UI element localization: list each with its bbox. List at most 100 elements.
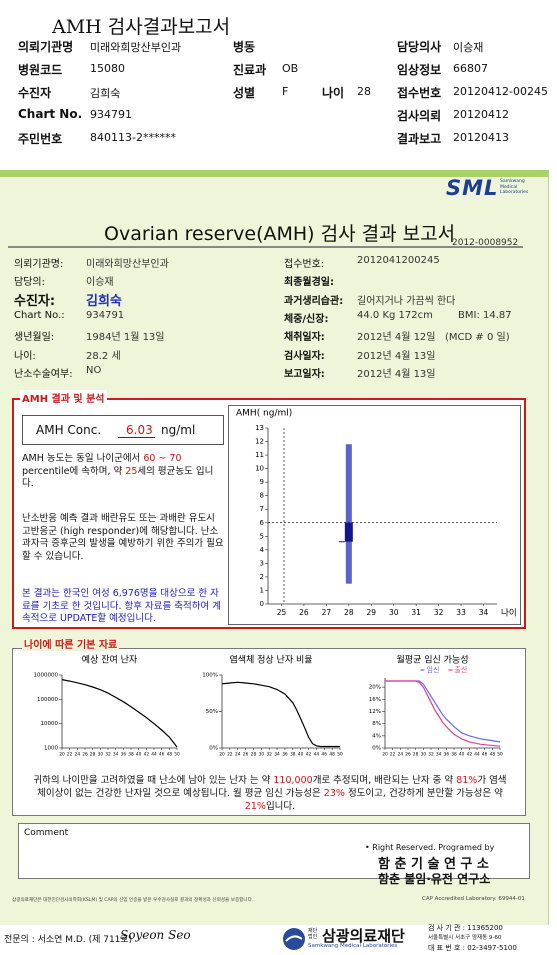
paragraph-part: 개로 추정되며, 배란되는 난자 중 약: [312, 775, 457, 786]
report-label: 과거생리습관:: [284, 295, 344, 307]
amh-chart-frame: [228, 405, 521, 625]
report-value: 김희숙: [86, 293, 122, 309]
field-label: 임상정보: [397, 63, 442, 77]
basic-title: 나이에 따른 기본 자료: [22, 636, 120, 651]
summary: 귀하의 나이만을 고려하였을 때 난소에 남아 있는 난자 는 약 110,00…: [30, 774, 510, 813]
org-line: 서울특별시 서초구 양재동 9-60: [428, 935, 502, 941]
org-line: 대 표 번 호 : 02-3497-5100: [428, 944, 517, 952]
paragraph-part: 23%: [323, 788, 345, 799]
lab-name: 함춘 불임·유전 연구소: [378, 872, 491, 886]
paragraph-part: 귀하의 나이만을 고려하였을 때 난소에 남아 있는 난자 는 약: [33, 775, 274, 786]
logo-sub: Samkwang Medical Laboratories: [500, 179, 528, 196]
field-value: 20120412-00245: [453, 85, 548, 98]
paragraph-part: 81%: [456, 775, 478, 786]
logo-sub-line: Medical: [500, 184, 518, 190]
paragraph-part: 가 염색체이상이 없는 건강한 난자일 것으로 예상됩니다. 월 평균 임신 가…: [37, 775, 507, 799]
field-value: 840113-2******: [90, 131, 176, 144]
report-extra: BMI: 14.87: [458, 309, 512, 321]
lab-name: 함 춘 기 술 연 구 소: [378, 857, 489, 872]
paragraph-part: 난소반응 예측 결과 배란유도 또는 과배란 유도시 고반응군 (high re…: [22, 513, 224, 562]
report-label: 보고일자:: [284, 368, 325, 380]
report-value: 934791: [86, 309, 125, 321]
org-prefix: 재단법인: [308, 928, 318, 940]
field-label: 성별: [233, 86, 256, 100]
logo-sub-line: Laboratories: [500, 190, 529, 195]
rights: • Right Reserved. Programed by: [365, 843, 495, 852]
report-value: 1984년 1월 13일: [86, 332, 165, 344]
conc-unit: ng/ml: [161, 423, 196, 437]
report-label: Chart No.:: [14, 309, 65, 321]
signature: Soyeon Seo: [120, 928, 191, 942]
logo-swoosh: [285, 935, 303, 942]
report-value: 2012년 4월 12일: [357, 332, 436, 344]
paragraph-part: 25: [125, 465, 138, 477]
report-label: 검사일자:: [284, 350, 325, 362]
comment-box: [18, 823, 530, 879]
field-value: 20120413: [453, 131, 509, 144]
report-label: 난소수술여부:: [14, 368, 73, 380]
field-value: 934791: [90, 108, 132, 121]
report-label: 접수번호:: [284, 259, 325, 270]
field-label: 담당의사: [397, 40, 442, 54]
doctor: 전문의 : 서소연 M.D. (제 711호): [4, 935, 133, 945]
report-label: 생년월일:: [14, 332, 55, 344]
report-label: 체중/신장:: [284, 313, 329, 325]
conc-box: [22, 415, 224, 445]
field-label: 수진자: [18, 86, 52, 100]
paragraph-part: AMH 농도는 동일 나이군에서: [22, 453, 144, 464]
report-value: 28.2 세: [86, 350, 121, 362]
org-en: Samkwang Medical Laboratories: [308, 943, 398, 949]
report-value: 44.0 Kg 172cm: [357, 309, 433, 321]
report-label: 나이:: [14, 350, 36, 362]
analysis-paragraph: 난소반응 예측 결과 배란유도 또는 과배란 유도시 고반응군 (high re…: [22, 513, 224, 563]
paragraph-part: 입니다.: [265, 801, 296, 812]
report-value: 2012041200245: [357, 255, 440, 266]
report-label: 수진자:: [14, 293, 56, 309]
field-label: 결과보고: [397, 132, 442, 146]
paragraph-part: 21%: [244, 801, 266, 812]
field-value: 66807: [453, 62, 488, 75]
analysis-paragraph: 본 결과는 한국인 여성 6,976명을 대상으로 한 자료를 기초로 한 것입…: [22, 588, 224, 626]
field-label: 병원코드: [18, 63, 63, 77]
field-value: OB: [282, 62, 299, 75]
logo-circle: [283, 928, 305, 950]
field-value: 이승재: [453, 41, 484, 54]
comment-label: Comment: [24, 828, 69, 838]
analysis-paragraph: AMH 농도는 동일 나이군에서 60 ~ 70 percentile에 속하며…: [22, 453, 224, 491]
field-label: 나이: [322, 86, 345, 100]
footer-logo: [283, 928, 305, 950]
field-label: 주민번호: [18, 132, 63, 146]
conc-label: AMH Conc.: [36, 423, 102, 437]
logo: SML: [446, 176, 499, 200]
field-label: 접수번호: [397, 86, 442, 100]
field-label: 검사의뢰: [397, 109, 442, 123]
field-value: 김희숙: [90, 87, 121, 100]
report-label: 의뢰기관명:: [14, 259, 64, 270]
report-value: 미래와희망산부인과: [86, 259, 169, 270]
field-value: 20120412: [453, 108, 509, 121]
accreditation: 삼광의료재단은 대한진단검사의학회(KSLM) 및 CAP의 신임 인증을 받은…: [12, 898, 254, 903]
conc-value: 6.03: [118, 423, 155, 438]
paragraph-part: percentile에 속하며, 약: [22, 465, 126, 477]
field-value: 28: [357, 85, 371, 98]
logo-sub-line: Samkwang: [500, 179, 525, 184]
report-value: 이승재: [86, 277, 114, 289]
paragraph-part: 60 ~ 70: [143, 453, 182, 464]
paragraph-part: 세의 평균농도 입니다.: [22, 465, 214, 490]
analysis-title: AMH 결과 및 분석: [20, 390, 107, 405]
field-label: Chart No.: [18, 107, 83, 121]
field-value: 15080: [90, 62, 125, 75]
paragraph-part: 110,000: [273, 775, 313, 786]
org-address: 검 사 기 관 : 11365200 서울특별시 서초구 양재동 9-60 대 …: [428, 923, 517, 953]
field-label: 진료과: [233, 63, 267, 77]
header-title: AMH 검사결과보고서: [52, 16, 231, 38]
org-line: 검 사 기 관 : 11365200: [428, 924, 503, 932]
report-extra: (MCD # 0 일): [445, 332, 510, 344]
report-number: 2012-0008952: [452, 238, 519, 248]
report-value: 2012년 4월 13일: [357, 350, 436, 362]
report-value: NO: [86, 364, 102, 376]
cap: CAP Accredited Laboratory. 69944-01: [422, 896, 525, 902]
report-label: 최종월경일:: [284, 277, 334, 289]
title-rule: [8, 246, 523, 248]
